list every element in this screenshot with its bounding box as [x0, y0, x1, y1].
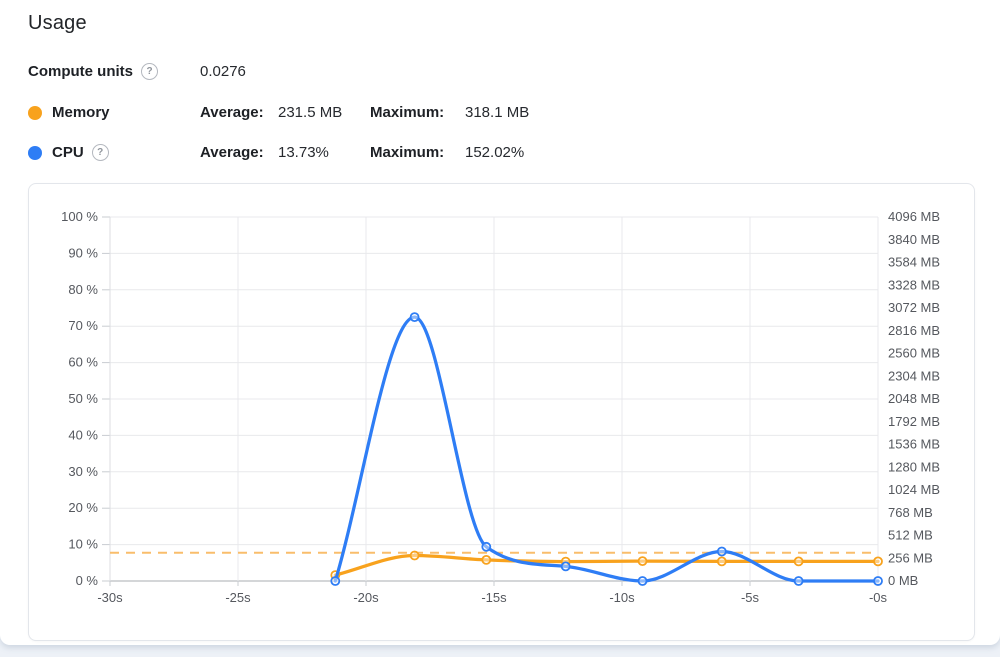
y-axis-label: 80 %: [68, 282, 98, 297]
cpu-data-point-marker: [873, 576, 883, 586]
x-axis-label: -15s: [481, 590, 507, 605]
y-axis-label: 0 %: [76, 573, 99, 588]
compute-units-help-icon[interactable]: ?: [141, 62, 158, 80]
cpu-line: [333, 315, 880, 583]
right-axis-label: 1024 MB: [888, 482, 940, 497]
memory-average-value: 231.5 MB: [278, 104, 343, 121]
memory-data-point-marker: [873, 556, 883, 567]
right-axis-label: 256 MB: [888, 550, 933, 565]
x-axis-label: -20s: [353, 590, 379, 605]
cpu-label-cell: CPU ?: [28, 143, 200, 163]
y-axis-label: 20 %: [68, 500, 98, 515]
cpu-data-point-marker: [637, 576, 648, 586]
cpu-help-icon[interactable]: ?: [91, 143, 109, 161]
right-axis-label: 1536 MB: [888, 437, 940, 452]
cpu-maximum-label: Maximum:: [370, 144, 445, 161]
right-axis-label: 2560 MB: [888, 346, 940, 361]
right-axis-label: 2048 MB: [888, 391, 940, 406]
x-axis-label: -30s: [97, 590, 123, 605]
right-axis-label: 768 MB: [888, 505, 933, 520]
memory-data-point-marker: [793, 556, 804, 567]
x-axis-label: -10s: [609, 590, 635, 605]
right-axis-label: 2304 MB: [888, 368, 940, 383]
memory-legend-dot-icon: [28, 106, 42, 120]
right-axis-label: 2816 MB: [888, 323, 940, 338]
cpu-data-point-marker: [793, 576, 804, 586]
cpu-legend-dot-icon: [28, 146, 42, 160]
usage-chart-card: 100 % 90 % 80 % 70 % 60 % 50 % 40 % 30 % 20 % 10 …: [28, 183, 975, 641]
memory-maximum-label: Maximum:: [370, 104, 445, 121]
x-axis-label: -0s: [869, 590, 888, 605]
y-axis-label: 60 %: [68, 355, 98, 370]
cpu-stat-row: CPU ? Average: 13.73% Maximum: 152.02%: [28, 143, 524, 163]
right-axis-label: 3328 MB: [888, 277, 940, 292]
compute-units-row: Compute units ? 0.0276: [28, 62, 246, 82]
memory-data-point-marker: [716, 556, 727, 567]
memory-maximum-value: 318.1 MB: [465, 104, 530, 121]
y-axis-label: 90 %: [68, 245, 98, 260]
y-axis-label: 40 %: [68, 427, 98, 442]
memory-data-point-marker: [637, 556, 648, 567]
y-axis-label: 10 %: [68, 537, 98, 552]
compute-units-value: 0.0276: [200, 63, 246, 80]
right-axis-label: 3584 MB: [888, 255, 940, 270]
cpu-label: CPU: [52, 144, 84, 161]
memory-data-point-marker: [409, 550, 420, 561]
cpu-data-point-marker: [716, 546, 727, 557]
cpu-data-point-marker: [330, 576, 341, 586]
cpu-data-point-marker: [409, 312, 420, 323]
usage-chart: 100 % 90 % 80 % 70 % 60 % 50 % 40 % 30 % 20 % 10 …: [61, 209, 940, 605]
right-axis-label: 1280 MB: [888, 459, 940, 474]
right-axis-label: 3840 MB: [888, 232, 940, 247]
cpu-maximum-value: 152.02%: [465, 144, 525, 161]
y-axis-label: 70 %: [68, 318, 98, 333]
compute-units-label-cell: Compute units ?: [28, 62, 200, 82]
memory-label-cell: Memory: [28, 103, 200, 123]
cpu-data-point-marker: [481, 541, 492, 552]
right-axis-label: 4096 MB: [888, 209, 940, 224]
cpu-data-point-marker: [560, 561, 571, 572]
compute-units-label: Compute units: [28, 63, 133, 80]
x-axis-label: -25s: [225, 590, 251, 605]
y-axis-label: 100 %: [61, 209, 98, 224]
right-axis-label: 512 MB: [888, 528, 933, 543]
memory-label: Memory: [52, 104, 110, 121]
y-axis-label: 30 %: [68, 464, 98, 479]
memory-stat-row: Memory Average: 231.5 MB Maximum: 318.1 …: [28, 103, 529, 123]
cpu-average-value: 13.73%: [278, 144, 329, 161]
right-axis-label: 3072 MB: [888, 300, 940, 315]
memory-average-label: Average:: [200, 104, 264, 121]
cpu-average-label: Average:: [200, 144, 264, 161]
page-title: Usage: [28, 12, 87, 34]
right-axis-label: 0 MB: [888, 573, 918, 588]
y-axis-label: 50 %: [68, 391, 98, 406]
x-axis-label: -5s: [741, 590, 760, 605]
memory-data-point-marker: [481, 554, 492, 565]
memory-line: [333, 553, 880, 577]
right-axis-label: 1792 MB: [888, 414, 940, 429]
